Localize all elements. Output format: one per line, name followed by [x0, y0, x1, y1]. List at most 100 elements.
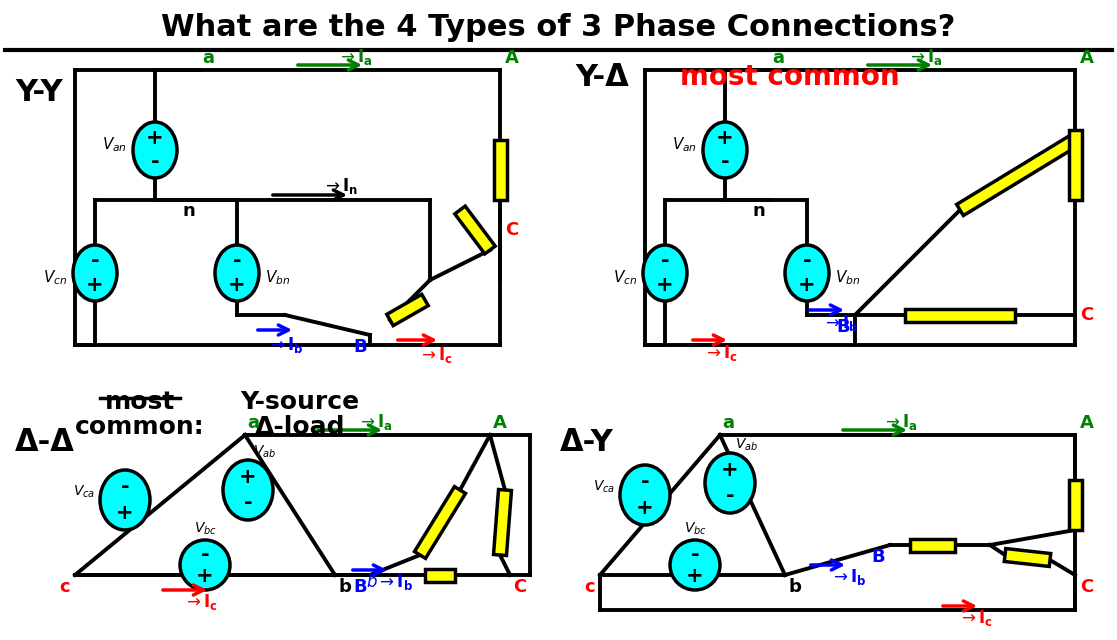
Text: -: -: [690, 545, 699, 564]
Text: -: -: [232, 252, 241, 271]
Text: most common: most common: [680, 63, 899, 91]
Text: -: -: [720, 152, 729, 172]
Text: c: c: [584, 578, 595, 596]
Text: -: -: [151, 152, 160, 172]
Bar: [494, 490, 512, 556]
Text: $b \rightarrow \mathbf{I_b}$: $b \rightarrow \mathbf{I_b}$: [366, 572, 413, 593]
Text: b: b: [787, 578, 801, 596]
Text: -: -: [803, 252, 811, 271]
Ellipse shape: [620, 465, 670, 525]
Text: a: a: [772, 49, 784, 67]
Text: $\rightarrow \mathbf{I_a}$: $\rightarrow \mathbf{I_a}$: [357, 412, 393, 432]
Text: A: A: [1080, 414, 1094, 432]
Text: +: +: [228, 275, 246, 295]
Text: -: -: [201, 545, 209, 564]
Text: common:: common:: [75, 415, 204, 439]
Text: Y-Y: Y-Y: [15, 78, 63, 107]
Bar: [424, 568, 455, 582]
Text: $V_{an}$: $V_{an}$: [672, 136, 697, 154]
Text: most: most: [105, 390, 175, 414]
Text: +: +: [86, 275, 104, 295]
Bar: [956, 134, 1078, 216]
Text: What are the 4 Types of 3 Phase Connections?: What are the 4 Types of 3 Phase Connecti…: [161, 13, 955, 42]
Text: $\rightarrow \mathbf{I_a}$: $\rightarrow \mathbf{I_a}$: [882, 412, 918, 432]
Ellipse shape: [705, 453, 755, 513]
Text: n: n: [752, 202, 765, 220]
Text: $V_{ab}$: $V_{ab}$: [252, 444, 276, 460]
Text: $V_{cn}$: $V_{cn}$: [42, 269, 67, 287]
Bar: [414, 486, 466, 559]
Bar: [1004, 548, 1051, 566]
Text: $V_{an}$: $V_{an}$: [102, 136, 127, 154]
Ellipse shape: [703, 122, 747, 178]
Text: C: C: [1080, 578, 1094, 596]
Text: a: a: [247, 414, 259, 432]
Text: $\rightarrow \mathbf{I_a}$: $\rightarrow \mathbf{I_a}$: [907, 47, 943, 67]
Bar: [905, 308, 1015, 321]
Text: n: n: [182, 202, 195, 220]
Text: c: c: [59, 578, 70, 596]
Text: +: +: [116, 502, 134, 523]
Text: C: C: [505, 221, 518, 239]
Text: $V_{bc}$: $V_{bc}$: [684, 520, 706, 537]
Text: Δ-load: Δ-load: [255, 415, 345, 439]
Text: +: +: [146, 128, 164, 148]
Ellipse shape: [73, 245, 117, 301]
Text: -: -: [660, 252, 669, 271]
Bar: [910, 538, 955, 552]
Text: $V_{cn}$: $V_{cn}$: [613, 269, 637, 287]
Text: B: B: [871, 548, 885, 566]
Text: $\rightarrow \mathbf{I_c}$: $\rightarrow \mathbf{I_c}$: [703, 343, 737, 363]
Ellipse shape: [670, 540, 720, 590]
Text: A: A: [1080, 49, 1094, 67]
Text: B: B: [837, 318, 850, 336]
Text: B: B: [353, 578, 367, 596]
Text: a: a: [722, 414, 734, 432]
Text: Δ-Y: Δ-Y: [560, 428, 613, 457]
Text: Y-Δ: Y-Δ: [575, 63, 629, 92]
Ellipse shape: [223, 460, 273, 520]
Text: $\rightarrow \mathbf{I_b}$: $\rightarrow \mathbf{I_b}$: [267, 335, 304, 355]
Text: $V_{bn}$: $V_{bn}$: [265, 269, 290, 287]
Text: C: C: [1080, 306, 1094, 324]
Text: $\rightarrow \mathbf{I_c}$: $\rightarrow \mathbf{I_c}$: [957, 608, 992, 628]
Text: A: A: [493, 414, 507, 432]
Ellipse shape: [180, 540, 230, 590]
Text: -: -: [726, 486, 734, 506]
Text: +: +: [722, 460, 738, 481]
Ellipse shape: [643, 245, 687, 301]
Text: Y-source: Y-source: [240, 390, 360, 414]
Text: +: +: [197, 566, 213, 586]
Text: $V_{bn}$: $V_{bn}$: [836, 269, 860, 287]
Text: +: +: [656, 275, 674, 295]
Bar: [386, 294, 428, 326]
Ellipse shape: [785, 245, 829, 301]
Text: a: a: [202, 49, 214, 67]
Bar: [1069, 480, 1081, 530]
Text: C: C: [513, 578, 526, 596]
Bar: [1069, 130, 1081, 200]
Text: $V_{bc}$: $V_{bc}$: [193, 520, 217, 537]
Text: $\rightarrow \mathbf{I_b}$: $\rightarrow \mathbf{I_b}$: [830, 567, 867, 587]
Text: $\rightarrow \mathbf{I_b}$: $\rightarrow \mathbf{I_b}$: [822, 313, 858, 333]
Text: $\rightarrow \mathbf{I_a}$: $\rightarrow \mathbf{I_a}$: [337, 47, 373, 67]
Bar: [494, 140, 506, 200]
Text: -: -: [121, 477, 130, 497]
Text: B: B: [353, 338, 367, 356]
Ellipse shape: [101, 470, 150, 530]
Text: A: A: [505, 49, 519, 67]
Text: -: -: [90, 252, 99, 271]
Text: $\rightarrow \mathbf{I_c}$: $\rightarrow \mathbf{I_c}$: [182, 592, 218, 612]
Text: +: +: [686, 566, 704, 586]
Text: $\rightarrow \mathbf{I_c}$: $\rightarrow \mathbf{I_c}$: [418, 345, 452, 365]
Text: b: b: [338, 578, 351, 596]
Text: -: -: [244, 493, 252, 513]
Text: +: +: [799, 275, 815, 295]
Text: $\rightarrow \mathbf{I_n}$: $\rightarrow \mathbf{I_n}$: [322, 176, 359, 196]
Text: Δ-Δ: Δ-Δ: [15, 428, 75, 457]
Ellipse shape: [133, 122, 176, 178]
Text: +: +: [637, 498, 653, 518]
Bar: [455, 206, 495, 254]
Text: +: +: [239, 467, 257, 488]
Text: $V_{ab}$: $V_{ab}$: [735, 436, 758, 453]
